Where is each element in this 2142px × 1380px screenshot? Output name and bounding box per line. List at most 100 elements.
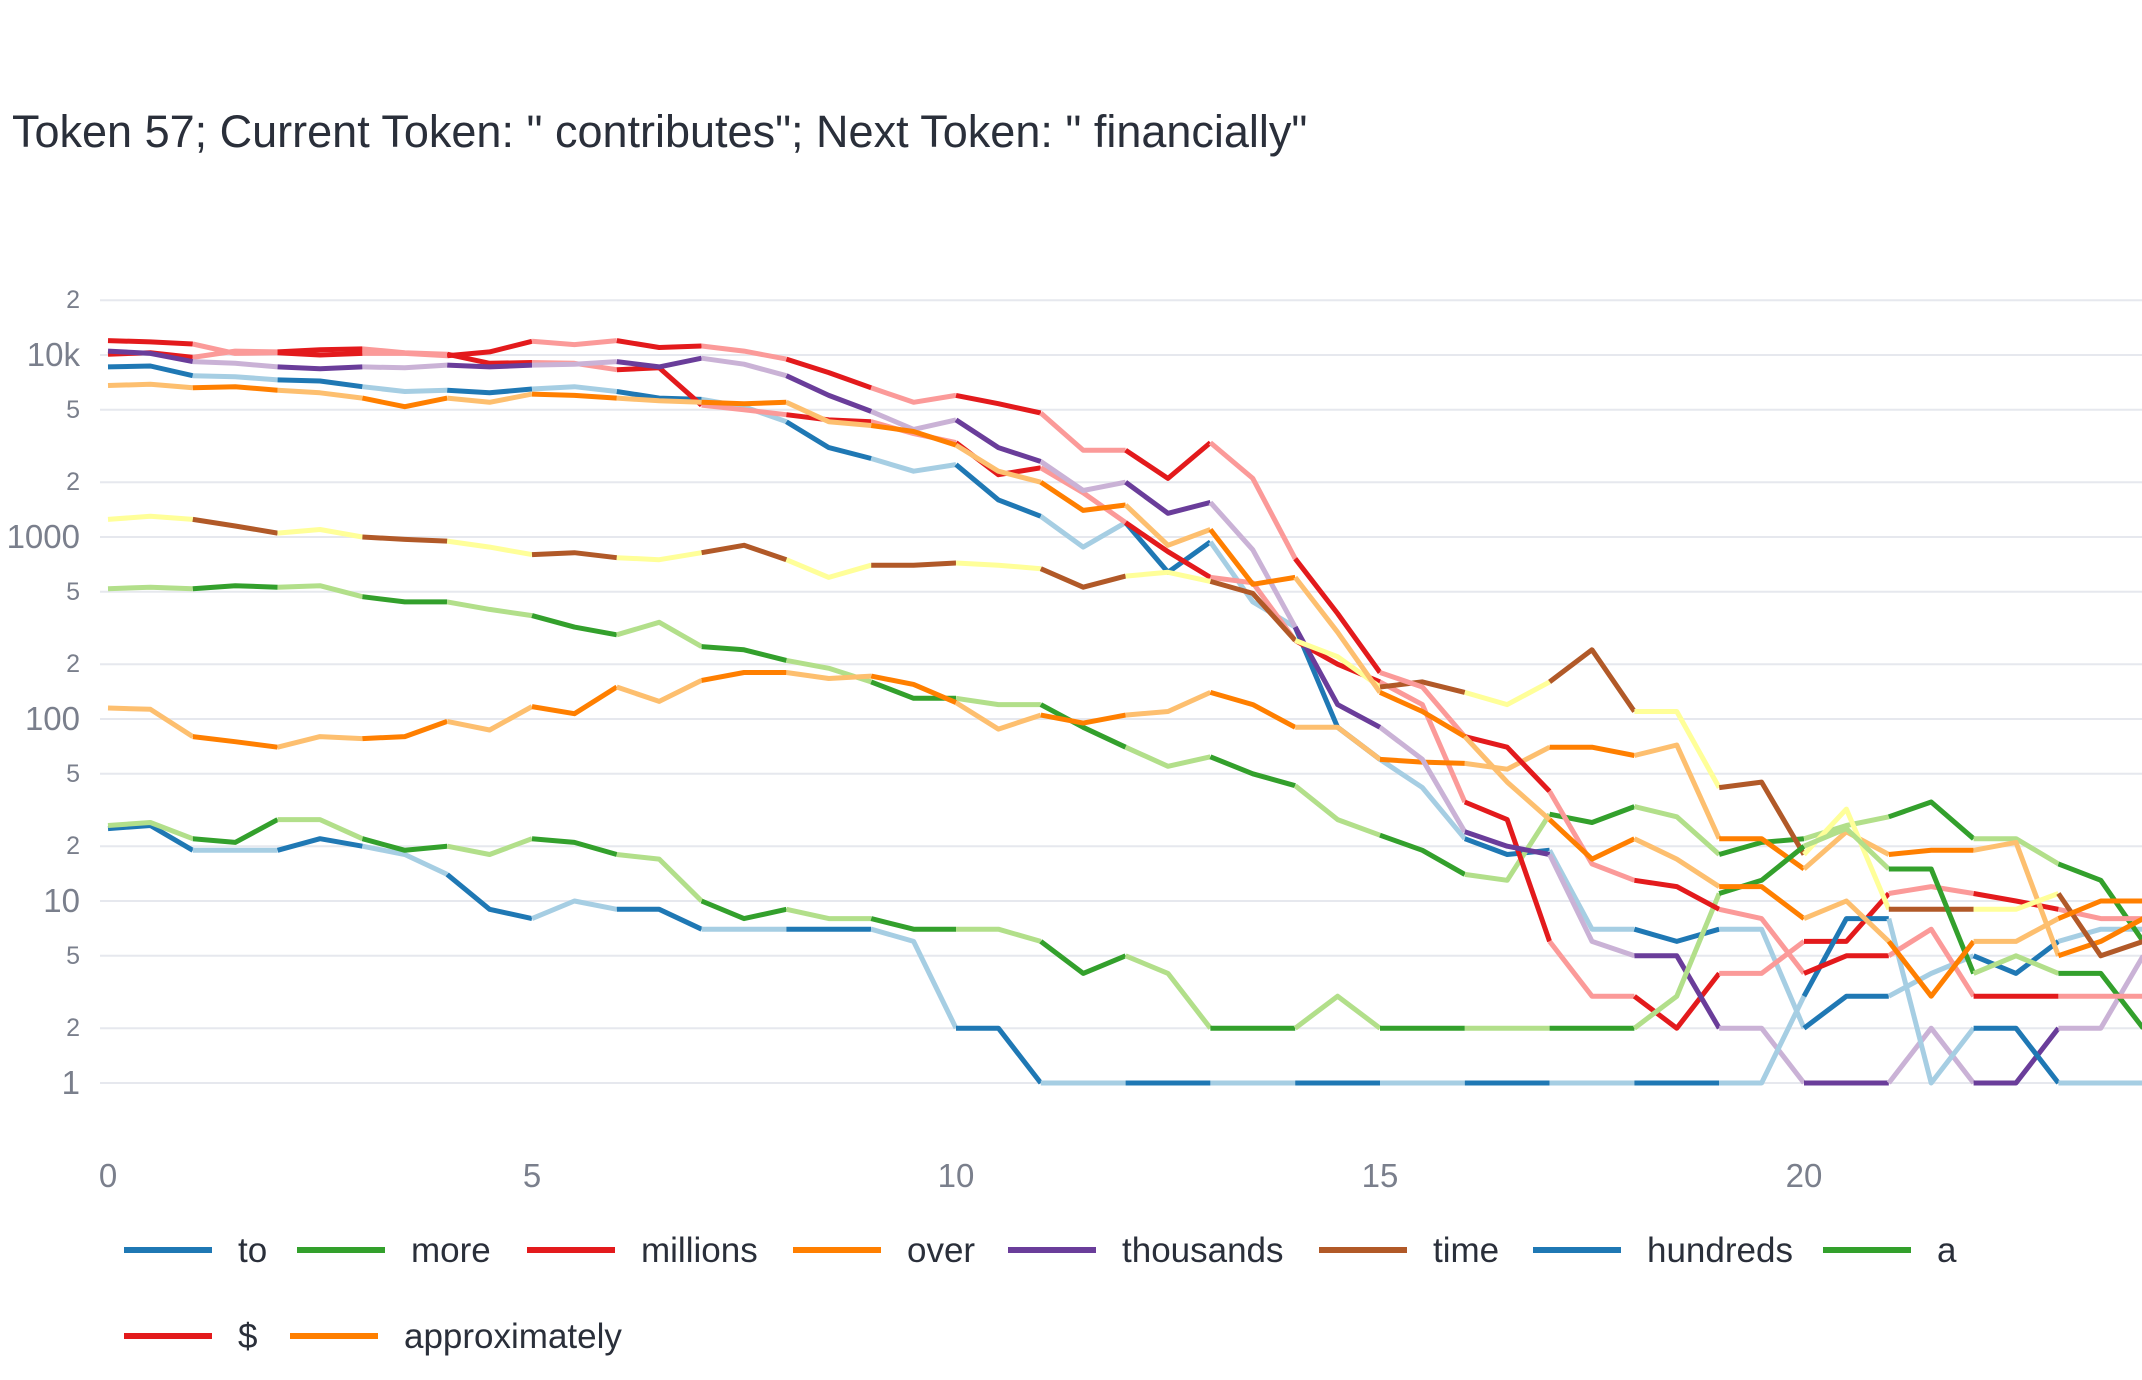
series-segment xyxy=(701,644,788,663)
series-segment xyxy=(1973,836,2060,867)
series-segment xyxy=(1547,849,1635,932)
series-segment xyxy=(701,402,787,418)
series-segment xyxy=(1718,836,1805,857)
series-segment xyxy=(107,363,194,379)
series-segment xyxy=(1295,724,1382,762)
x-tick-label: 10 xyxy=(938,1157,975,1194)
series-segment xyxy=(276,836,363,853)
series-segment xyxy=(616,389,702,402)
series-segment xyxy=(1208,527,1296,587)
series-segment xyxy=(870,456,957,474)
series-segment xyxy=(701,355,788,379)
series-segment xyxy=(192,359,278,370)
series-segment xyxy=(192,734,278,750)
series-segment xyxy=(616,906,703,932)
series-segment xyxy=(1632,892,1722,1031)
series-segment xyxy=(785,557,872,580)
series-segment xyxy=(362,350,448,359)
series-segment xyxy=(531,684,619,717)
series-segment xyxy=(1379,670,1467,739)
legend-label: time xyxy=(1433,1231,1499,1270)
series-segment xyxy=(1039,480,1126,513)
series-hundreds-line xyxy=(107,823,2142,1086)
series-segment xyxy=(276,734,363,750)
series-segment xyxy=(1633,804,1721,857)
series-segment xyxy=(1803,826,1891,871)
series-segment xyxy=(616,355,703,370)
series-segment xyxy=(1039,514,1127,550)
series-segment xyxy=(1803,898,1891,944)
series-segment xyxy=(1378,690,1467,739)
series-segment xyxy=(1719,995,1807,1086)
series-segment xyxy=(1378,725,1467,834)
series-segment xyxy=(1378,757,1467,841)
series-segment xyxy=(1888,884,1975,896)
y-tick-label: 100 xyxy=(25,700,80,737)
series-segment xyxy=(1039,465,1128,525)
series-segment xyxy=(871,560,957,568)
series-segment xyxy=(1039,411,1126,453)
series-segment xyxy=(1633,742,1722,840)
series-segment xyxy=(1464,744,1551,772)
series-segment xyxy=(362,719,449,742)
legend-item[interactable]: millions xyxy=(527,1231,758,1270)
series-segment xyxy=(1634,877,1721,912)
series-segment xyxy=(701,670,787,683)
series-segment xyxy=(954,417,1042,464)
series-more-line xyxy=(107,583,2142,943)
series-segment xyxy=(1887,799,1976,841)
series-segment xyxy=(1888,866,1976,975)
series-segment xyxy=(447,362,533,370)
y-tick-label: 5 xyxy=(66,942,80,970)
series-segment xyxy=(1973,916,2060,944)
legend-item[interactable]: $ xyxy=(124,1317,257,1356)
series-segment xyxy=(1973,891,2059,912)
legend-label: millions xyxy=(641,1231,758,1270)
series-segment xyxy=(1124,520,1212,580)
y-tick-label: 2 xyxy=(66,468,80,496)
series--line xyxy=(107,338,2142,999)
series-segment xyxy=(192,817,279,845)
legend-item[interactable]: to xyxy=(124,1231,267,1270)
series-segment xyxy=(1039,459,1127,493)
series-segment xyxy=(1208,500,1298,629)
series-segment xyxy=(1464,734,1552,794)
legend-item[interactable]: a xyxy=(1823,1231,1957,1270)
legend-item[interactable]: hundreds xyxy=(1533,1231,1793,1270)
series-time-line xyxy=(107,513,2142,959)
series-segment xyxy=(1719,926,1807,1030)
series-segment xyxy=(361,843,449,877)
y-axis-ticks: 1 2 5 10 2 5 100 2 5 1000 2 5 10k 2 xyxy=(7,286,81,1101)
series-segment xyxy=(531,836,618,857)
series-segment xyxy=(531,550,618,561)
series-segment xyxy=(107,513,193,522)
series-segment xyxy=(616,338,702,350)
series-segment xyxy=(361,836,448,853)
legend-label: approximately xyxy=(404,1317,622,1356)
legend-item[interactable]: time xyxy=(1319,1231,1499,1270)
series-segment xyxy=(1293,783,1381,838)
series-segment xyxy=(870,926,959,1030)
y-tick-label: 5 xyxy=(66,760,80,788)
series-segment xyxy=(955,695,1041,708)
series-segment xyxy=(1888,847,1974,857)
series-segment xyxy=(1294,638,1382,690)
legend-item[interactable]: thousands xyxy=(1008,1231,1284,1270)
series-segment xyxy=(616,619,703,649)
series-segment xyxy=(1547,939,1635,999)
y-tick-label: 1000 xyxy=(7,518,80,555)
series-segment xyxy=(446,351,533,366)
series-segment xyxy=(785,419,872,461)
legend-label: a xyxy=(1937,1231,1957,1270)
series-segment xyxy=(107,823,195,853)
series-segment xyxy=(107,338,193,347)
series-over-line xyxy=(107,670,2142,959)
legend-item[interactable]: approximately xyxy=(290,1317,622,1356)
legend-item[interactable]: over xyxy=(793,1231,975,1270)
series-segment xyxy=(192,516,279,536)
series-segment xyxy=(785,356,873,391)
series-lines xyxy=(107,338,2142,1086)
series-segment xyxy=(1464,679,1551,708)
legend-item[interactable]: more xyxy=(297,1231,491,1270)
series-segment xyxy=(1803,953,1889,976)
